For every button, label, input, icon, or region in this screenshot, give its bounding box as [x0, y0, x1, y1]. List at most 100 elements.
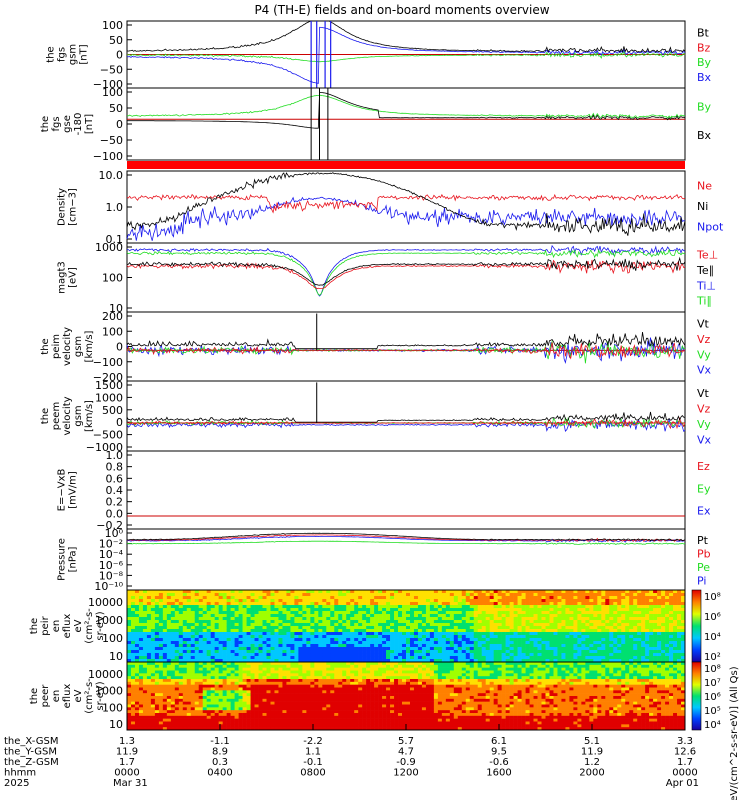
spectrogram-cell	[477, 632, 483, 636]
spectrogram-cell	[429, 593, 435, 597]
spectrogram-cell	[477, 626, 483, 630]
spectrogram-cell	[370, 623, 375, 627]
spectrogram-cell	[406, 593, 411, 597]
spectrogram-cell	[282, 687, 287, 691]
spectrogram-cell	[142, 718, 148, 722]
spectrogram-cell	[254, 704, 259, 708]
spectrogram-cell	[262, 724, 267, 728]
spectrogram-cell	[270, 620, 275, 624]
spectrogram-cell	[521, 614, 526, 618]
spectrogram-cell	[258, 724, 263, 728]
spectrogram-cell	[338, 667, 343, 671]
spectrogram-cell	[194, 679, 200, 683]
spectrogram-cell	[210, 698, 215, 702]
spectrogram-cell	[533, 608, 538, 612]
ytick-label: 1000	[95, 391, 123, 404]
spectrogram-cell	[613, 632, 618, 636]
spectrogram-cell	[222, 707, 227, 711]
spectrogram-cell	[162, 590, 168, 594]
spectrogram-cell	[493, 638, 498, 642]
spectrogram-cell	[673, 659, 678, 663]
spectrogram-cell	[242, 599, 247, 603]
ylabel-line: [nT]	[79, 44, 90, 64]
spectrogram-cell	[505, 614, 510, 618]
spectrogram-cell	[665, 599, 670, 603]
spectrogram-cell	[382, 632, 387, 636]
spectrogram-cell	[310, 644, 315, 648]
spectrogram-cell	[645, 605, 650, 609]
spectrogram-cell	[617, 611, 622, 615]
spectrogram-cell	[326, 724, 331, 728]
spectrogram-cell	[338, 608, 343, 612]
spectrogram-cell	[202, 641, 208, 645]
spectrogram-cell	[190, 605, 196, 609]
spectrogram-cell	[150, 650, 156, 654]
ytick-label: 10⁻¹⁰	[94, 580, 123, 593]
spectrogram-cell	[226, 599, 231, 603]
spectrogram-cell	[282, 696, 287, 700]
ytick-label: 500	[102, 404, 123, 417]
spectrogram-cell	[362, 611, 367, 615]
spectrogram-cell	[521, 590, 526, 594]
spectrogram-cell	[561, 596, 566, 600]
spectrogram-cell	[461, 644, 467, 648]
spectrogram-cell	[453, 632, 459, 636]
ylabel-line: sr-eV)	[95, 681, 106, 710]
spectrogram-cell	[190, 676, 196, 680]
spectrogram-cell	[178, 662, 184, 666]
spectrogram-cell	[258, 632, 263, 636]
spectrogram-cell	[681, 635, 686, 639]
spectrogram-cell	[182, 724, 188, 728]
spectrogram-cell	[178, 659, 184, 663]
panel-peim_velocity: 2001000−100−200thepeimvelocitygsm[km/s]V…	[40, 310, 712, 384]
spectrogram-cell	[174, 617, 180, 621]
spectrogram-cell	[234, 704, 239, 708]
spectrogram-cell	[402, 590, 407, 594]
spectrogram-cell	[549, 620, 554, 624]
spectrogram-cell	[130, 704, 136, 708]
spectrogram-cell	[146, 676, 152, 680]
spectrogram-cell	[194, 727, 200, 731]
spectrogram-cell	[146, 713, 152, 717]
spectrogram-cell	[302, 617, 307, 621]
spectrogram-cell	[286, 626, 291, 630]
spectrogram-cell	[501, 593, 506, 597]
spectrogram-cell	[330, 605, 335, 609]
spectrogram-cell	[677, 650, 682, 654]
spectrogram-cell	[322, 662, 327, 666]
spectrogram-cell	[557, 590, 562, 594]
spectrogram-cell	[485, 602, 490, 606]
spectrogram-cell	[641, 608, 646, 612]
spectrogram-cell	[210, 650, 215, 654]
spectrogram-cell	[262, 718, 267, 722]
spectrogram-cell	[258, 590, 263, 594]
spectrogram-cell	[330, 693, 335, 697]
spectrogram-cell	[394, 641, 399, 645]
spectrogram-cell	[142, 638, 148, 642]
spectrogram-cell	[178, 620, 184, 624]
spectrogram-cell	[266, 687, 271, 691]
spectrogram-cell	[202, 679, 208, 683]
spectrogram-cell	[557, 623, 562, 627]
spectrogram-cell	[334, 596, 339, 600]
spectrogram-cell	[493, 659, 498, 663]
spectrogram-cell	[545, 647, 550, 651]
spectrogram-cell	[194, 673, 200, 677]
spectrogram-cell	[425, 611, 431, 615]
spectrogram-cell	[669, 626, 674, 630]
spectrogram-cell	[402, 641, 407, 645]
spectrogram-cell	[226, 620, 231, 624]
spectrogram-cell	[178, 727, 184, 731]
spectrogram-cell	[617, 659, 622, 663]
spectrogram-cell	[382, 647, 387, 651]
spectrogram-cell	[549, 650, 554, 654]
spectrogram-cell	[485, 620, 490, 624]
spectrogram-cell	[593, 623, 598, 627]
spectrogram-cell	[370, 644, 375, 648]
spectrogram-cell	[314, 713, 319, 717]
spectrogram-cell	[298, 629, 303, 633]
spectrogram-cell	[637, 617, 642, 621]
spectrogram-cell	[138, 696, 144, 700]
spectrogram-cell	[294, 710, 299, 714]
spectrogram-cell	[469, 635, 475, 639]
